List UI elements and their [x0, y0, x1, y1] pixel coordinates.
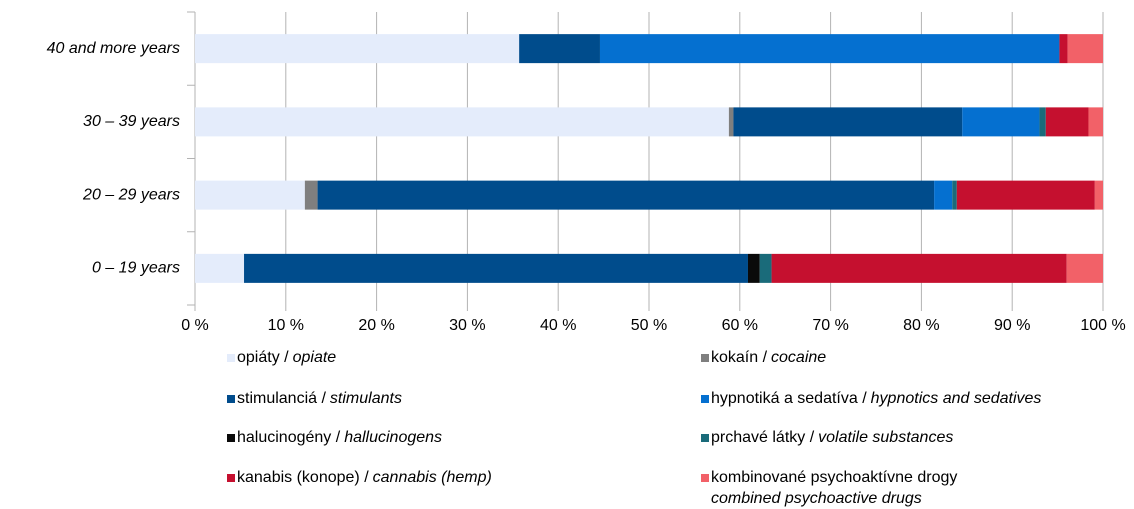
y-tick-label: 20 – 29 years — [82, 186, 180, 203]
legend-label-en: cocaine — [771, 349, 826, 366]
x-tick-label: 80 % — [903, 317, 939, 334]
legend-label: stimulanciá / stimulants — [237, 390, 402, 407]
legend-swatch — [701, 354, 709, 362]
legend-label-local: hypnotiká a sedatíva / — [711, 390, 867, 407]
legend-swatch — [227, 354, 235, 362]
legend-label-en: hallucinogens — [344, 429, 442, 446]
x-tick-label: 0 % — [181, 317, 209, 334]
legend-swatch — [701, 395, 709, 403]
bar-segment — [934, 180, 953, 210]
x-tick-label: 90 % — [994, 317, 1030, 334]
legend-label-en: hypnotics and sedatives — [871, 390, 1042, 407]
x-tick-label: 60 % — [722, 317, 758, 334]
legend-label: kanabis (konope) / cannabis (hemp) — [237, 469, 492, 486]
bar-segment — [304, 180, 318, 210]
x-tick-label: 20 % — [358, 317, 394, 334]
legend-swatch — [701, 474, 709, 482]
legend-label: hypnotiká a sedatíva / hypnotics and seda… — [711, 390, 1041, 407]
legend-swatch — [227, 434, 235, 442]
bar-segment — [519, 34, 600, 64]
legend-label-local: halucinogény / — [237, 429, 341, 446]
x-tick-label: 40 % — [540, 317, 576, 334]
bar-segment — [1039, 107, 1046, 137]
bar-segment — [195, 180, 305, 210]
legend-label-local: stimulanciá / — [237, 390, 326, 407]
legend-swatch — [227, 474, 235, 482]
bar-segment — [728, 107, 734, 137]
legend-swatch — [701, 434, 709, 442]
bar-segment — [195, 107, 729, 137]
legend-label: opiáty / opiate — [237, 349, 336, 366]
bar-segment — [244, 253, 748, 283]
legend-label-local: kokaín / — [711, 349, 768, 366]
x-tick-label: 10 % — [268, 317, 304, 334]
bar-segment — [759, 253, 772, 283]
y-tick-label: 30 – 39 years — [83, 113, 180, 130]
x-tick-label: 50 % — [631, 317, 667, 334]
legend-label-local: kanabis (konope) / — [237, 469, 369, 486]
bar-segment — [733, 107, 963, 137]
bar-segment — [599, 34, 1060, 64]
legend-label-local: prchavé látky / — [711, 429, 815, 446]
bar-segment — [956, 180, 1095, 210]
bar-segment — [1088, 107, 1103, 137]
x-tick-label: 70 % — [812, 317, 848, 334]
bar-segment — [1067, 34, 1103, 64]
x-tick-label: 30 % — [449, 317, 485, 334]
bar-segment — [1066, 253, 1103, 283]
legend-label-local: opiáty / — [237, 349, 289, 366]
legend-label-en: cannabis (hemp) — [373, 469, 492, 486]
legend-label-en: volatile substances — [818, 429, 953, 446]
bar-segment — [962, 107, 1040, 137]
legend-label-en: stimulants — [330, 390, 402, 407]
legend-label: prchavé látky / volatile substances — [711, 429, 953, 446]
legend-swatch — [227, 395, 235, 403]
legend-label-en: opiate — [293, 349, 337, 366]
legend-label: kombinované psychoaktívne drogy — [711, 469, 957, 486]
bar-segment — [747, 253, 760, 283]
y-tick-label: 40 and more years — [47, 40, 180, 57]
legend-label: kokaín / cocaine — [711, 349, 826, 366]
bar-segment — [195, 34, 520, 64]
legend-label: halucinogény / hallucinogens — [237, 429, 442, 446]
bar-segment — [1045, 107, 1089, 137]
bar-segment — [195, 253, 245, 283]
bar-segment — [317, 180, 935, 210]
y-tick-label: 0 – 19 years — [92, 260, 180, 277]
bar-segment — [1094, 180, 1103, 210]
x-tick-label: 100 % — [1080, 317, 1125, 334]
bar-segment — [1059, 34, 1068, 64]
bar-segment — [952, 180, 957, 210]
bar-segment — [771, 253, 1067, 283]
legend-label-en: combined psychoactive drugs — [711, 490, 922, 507]
